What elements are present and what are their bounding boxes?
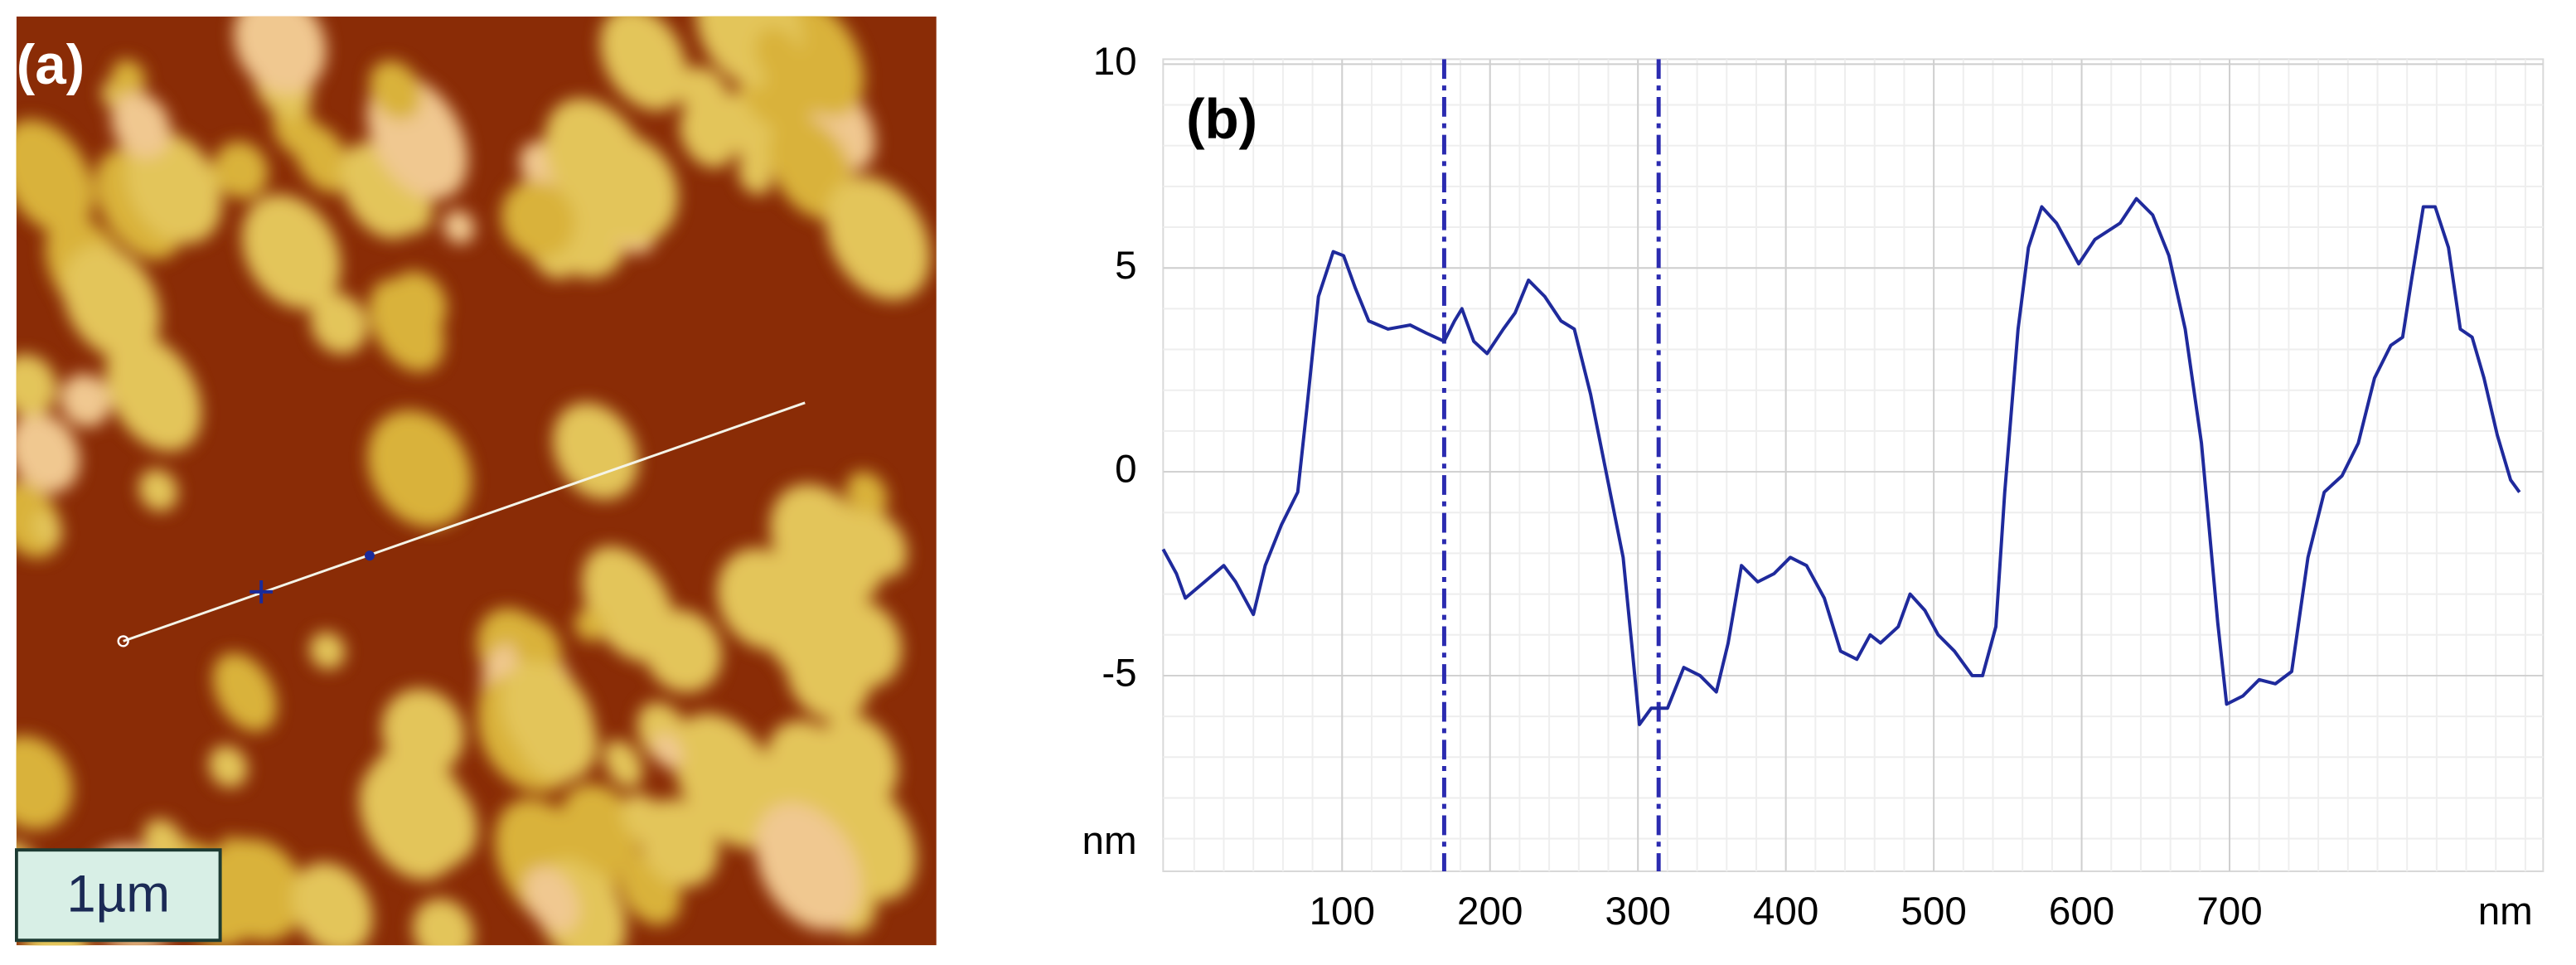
profile-cursor: [365, 550, 375, 561]
x-tick-label: 600: [2049, 890, 2114, 933]
afm-grain: [826, 176, 931, 301]
afm-grain: [621, 793, 665, 842]
afm-grain: [213, 141, 269, 199]
y-tick-label: 0: [1115, 448, 1136, 492]
afm-grain: [443, 210, 475, 245]
x-unit-label: nm: [2478, 890, 2533, 933]
afm-grain: [501, 661, 595, 773]
afm-grain: [738, 156, 772, 195]
afm-grain: [16, 354, 57, 416]
afm-grain: [577, 134, 679, 245]
afm-grain: [679, 66, 733, 130]
x-tick-label: 100: [1310, 890, 1375, 933]
afm-grain: [292, 862, 373, 946]
afm-grain: [32, 511, 63, 546]
afm-grain: [309, 632, 346, 670]
y-tick-label: 5: [1115, 244, 1136, 288]
afm-grain: [574, 609, 605, 642]
afm-grain: [559, 783, 640, 874]
afm-grain: [369, 61, 422, 120]
profile-chart: 100 200 300 400 500 600 700 -5 0 5 10 nm nm (b): [1082, 40, 2545, 933]
scale-bar-box: [14, 848, 222, 943]
afm-grain: [845, 471, 888, 518]
panel-label: (b): [1186, 89, 1257, 151]
x-tick-label: 700: [2196, 890, 2262, 933]
profile-start: [117, 635, 129, 647]
afm-grain: [241, 194, 341, 309]
afm-grain: [413, 898, 474, 946]
profile-cursor: [249, 579, 274, 604]
afm-grain: [111, 92, 171, 158]
afm-grain: [16, 119, 94, 235]
afm-grain: [652, 733, 683, 769]
afm-grain: [381, 688, 464, 776]
y-tick-label: 10: [1093, 40, 1137, 84]
afm-grain: [62, 245, 161, 360]
afm-grain: [389, 271, 448, 335]
afm-grain: [552, 402, 638, 500]
afm-grain: [138, 468, 178, 512]
afm-grain: [105, 334, 201, 452]
afm-grain: [819, 599, 902, 688]
x-tick-label: 300: [1605, 890, 1671, 933]
scale-bar: 1µm: [66, 865, 170, 923]
afm-grain: [643, 609, 722, 693]
afm-grain: [234, 16, 327, 94]
afm-grain: [367, 410, 472, 528]
panel-label: (a): [17, 34, 85, 96]
y-tick-label: -5: [1102, 651, 1136, 695]
afm-grain: [208, 745, 248, 788]
afm-grain: [603, 740, 643, 788]
x-tick-label: 400: [1753, 890, 1818, 933]
afm-image: [16, 16, 937, 946]
x-tick-label: 500: [1901, 890, 1966, 933]
afm-grain: [16, 412, 80, 493]
afm-grain: [60, 374, 111, 427]
afm-grain: [310, 293, 368, 355]
afm-grain: [600, 16, 688, 111]
y-unit-label: nm: [1082, 819, 1137, 863]
afm-grain: [210, 838, 305, 942]
afm-grain: [501, 180, 575, 259]
afm-grain: [524, 866, 579, 933]
profile-line: [1161, 196, 2521, 726]
afm-grain: [125, 131, 222, 244]
x-tick-label: 200: [1457, 890, 1523, 933]
afm-grain: [212, 652, 277, 732]
plot-area: [1162, 58, 2545, 872]
afm-grain: [511, 618, 562, 677]
afm-grain: [359, 762, 456, 880]
afm-grain: [16, 735, 73, 830]
afm-grain: [763, 66, 816, 125]
profile-line: [123, 401, 806, 643]
afm-grain: [755, 803, 861, 931]
